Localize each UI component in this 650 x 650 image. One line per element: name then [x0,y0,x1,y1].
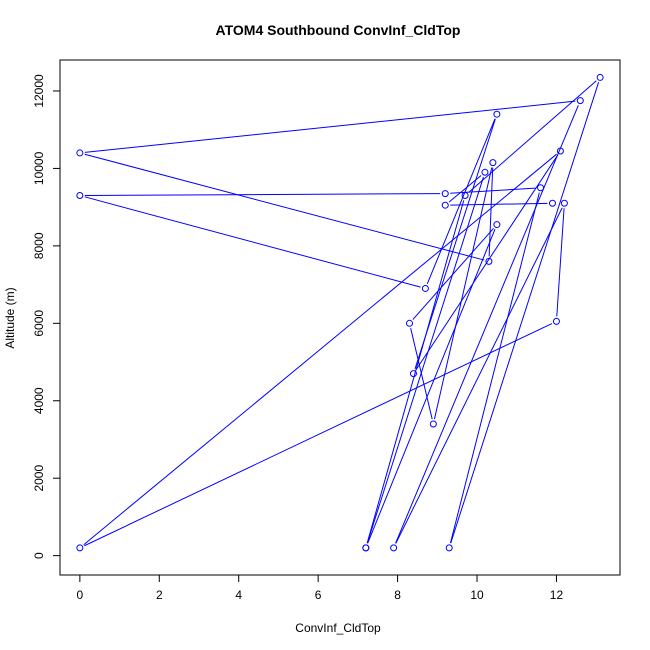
x-axis: 0 2 4 6 8 10 12 [77,574,564,602]
y-tick-label: 4000 [32,387,46,414]
y-axis-label: Altitude (m) [3,287,17,348]
x-tick-label: 10 [470,588,484,602]
data-point [406,319,414,327]
plot-frame [59,59,621,576]
x-tick-label: 12 [550,588,564,602]
y-axis: 0 2000 4000 6000 8000 10000 12000 [32,74,61,559]
series-segment [433,167,493,420]
data-point [445,544,453,552]
series-segment [450,82,600,544]
data-point [441,201,449,209]
y-tick-label: 8000 [32,232,46,259]
y-tick-label: 10000 [32,151,46,185]
series-segment [468,80,597,193]
data-point [596,73,604,81]
data-point [76,544,84,552]
series-segment [366,176,484,544]
data-point [429,420,437,428]
data-point [493,110,501,118]
x-tick-label: 8 [394,588,401,602]
data-point [481,168,489,176]
data-point [362,544,370,552]
series-segment [84,196,421,288]
data-point [76,192,84,200]
series-segment [426,118,496,285]
x-tick-label: 0 [77,588,84,602]
x-tick-label: 6 [315,588,322,602]
data-point [390,544,398,552]
series-segment [83,153,557,546]
y-tick-label: 6000 [32,310,46,337]
data-point [560,199,568,207]
data-point [556,147,564,155]
data-point [421,284,429,292]
data-point [493,221,501,229]
series-segment [556,208,565,317]
data-point [552,317,560,325]
series-segment [449,192,540,544]
chart-title: ATOM4 Southbound ConvInf_CldTop [216,22,461,38]
series-segment [84,193,441,196]
series-segment [450,202,548,206]
series-segment [84,100,576,153]
series-segment [415,154,559,370]
data-point [548,199,556,207]
data-point [461,192,469,200]
data-point [576,97,584,105]
data-point [76,149,84,157]
series-layer [76,73,604,552]
data-point [485,257,493,265]
y-tick-label: 12000 [32,74,46,108]
series-segment [488,167,494,257]
series-segment [395,105,579,544]
y-tick-label: 0 [32,552,46,559]
x-axis-label: ConvInf_CldTop [295,621,381,635]
series-segment [84,323,553,547]
x-tick-label: 4 [235,588,242,602]
data-point [441,190,449,198]
x-tick-label: 2 [156,588,163,602]
data-point [489,159,497,167]
series-segment [84,153,485,261]
data-point [537,184,545,192]
series-segment [448,175,482,203]
data-point [409,370,417,378]
y-tick-label: 2000 [32,465,46,492]
series-segment [395,207,563,544]
series-segment [367,229,496,544]
